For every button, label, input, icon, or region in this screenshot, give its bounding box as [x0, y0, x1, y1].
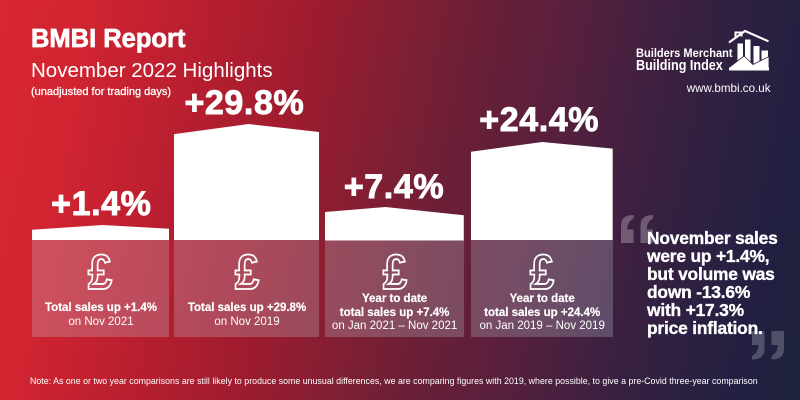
svg-text:£: £	[382, 248, 406, 294]
svg-text:£: £	[88, 248, 112, 294]
svg-text:£: £	[530, 248, 554, 294]
svg-text:£: £	[235, 248, 259, 294]
